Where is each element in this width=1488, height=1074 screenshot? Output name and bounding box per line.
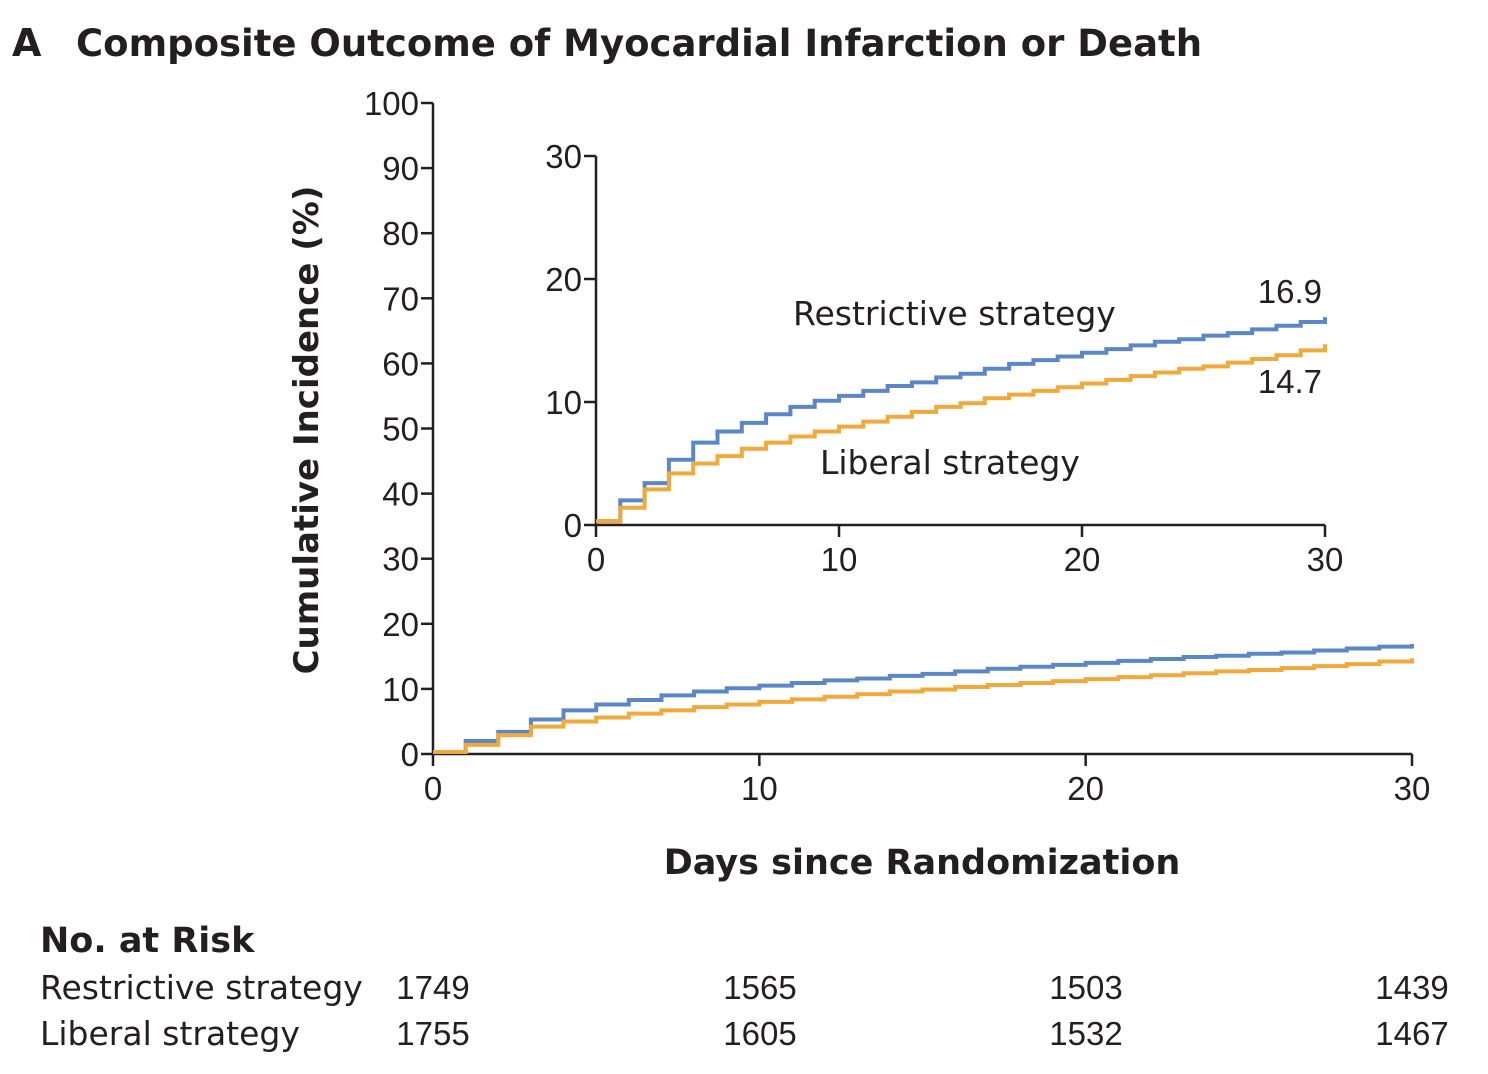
risk-value: 1605 — [723, 1015, 796, 1052]
main-y-tick-label: 30 — [382, 541, 419, 578]
main-y-tick-label: 70 — [382, 280, 419, 317]
main-x-tick-label: 20 — [1067, 770, 1104, 807]
inset-x-tick-label: 0 — [587, 541, 605, 578]
main-y-tick-label: 10 — [382, 671, 419, 708]
risk-value: 1755 — [396, 1015, 469, 1052]
risk-value: 1467 — [1375, 1015, 1448, 1052]
risk-value: 1565 — [723, 969, 796, 1006]
inset-y-tick-label: 10 — [545, 384, 582, 421]
inset-y-tick-label: 20 — [545, 261, 582, 298]
inset-label-liberal: Liberal strategy — [820, 443, 1080, 482]
inset-end-value-restrictive: 16.9 — [1258, 273, 1322, 310]
main-series — [433, 643, 1414, 755]
main-y-tick-label: 20 — [382, 606, 419, 643]
main-y-tick-label: 0 — [401, 736, 419, 773]
main-series-restrictive — [433, 643, 1414, 755]
x-axis-label: Days since Randomization — [664, 843, 1181, 883]
main-y-tick-label: 80 — [382, 215, 419, 252]
inset-series — [596, 317, 1327, 524]
main-x-tick-label: 30 — [1394, 770, 1431, 807]
inset-y-tick-label: 30 — [545, 138, 582, 175]
main-y-tick-label: 100 — [364, 85, 419, 122]
inset-series-liberal — [596, 344, 1327, 524]
inset-y-tick-label: 0 — [564, 507, 582, 544]
main-x-tick-label: 0 — [424, 770, 442, 807]
main-y-tick-label: 60 — [382, 345, 419, 382]
risk-value: 1503 — [1049, 969, 1122, 1006]
risk-value: 1749 — [396, 969, 469, 1006]
inset-end-value-liberal: 14.7 — [1258, 363, 1322, 400]
risk-value: 1532 — [1049, 1015, 1122, 1052]
inset-axes: 0 10 20 30 0 10 20 30 — [545, 138, 1343, 578]
inset-series-restrictive — [596, 317, 1327, 524]
inset-x-tick-label: 30 — [1307, 541, 1344, 578]
main-y-tick-label: 50 — [382, 411, 419, 448]
main-x-tick-label: 10 — [741, 770, 778, 807]
risk-row-label-restrictive: Restrictive strategy — [40, 968, 363, 1007]
inset-x-tick-label: 20 — [1064, 541, 1101, 578]
risk-table-heading: No. at Risk — [40, 921, 255, 961]
main-y-tick-label: 40 — [382, 476, 419, 513]
inset-x-tick-label: 10 — [821, 541, 858, 578]
main-y-tick-label: 90 — [382, 150, 419, 187]
chart-title: Composite Outcome of Myocardial Infarcti… — [76, 22, 1202, 65]
main-series-liberal — [433, 658, 1414, 755]
risk-row-label-liberal: Liberal strategy — [40, 1014, 300, 1053]
y-axis-label: Cumulative Incidence (%) — [287, 186, 327, 675]
panel-letter: A — [12, 21, 42, 65]
inset-label-restrictive: Restrictive strategy — [793, 294, 1116, 333]
risk-value: 1439 — [1375, 969, 1448, 1006]
